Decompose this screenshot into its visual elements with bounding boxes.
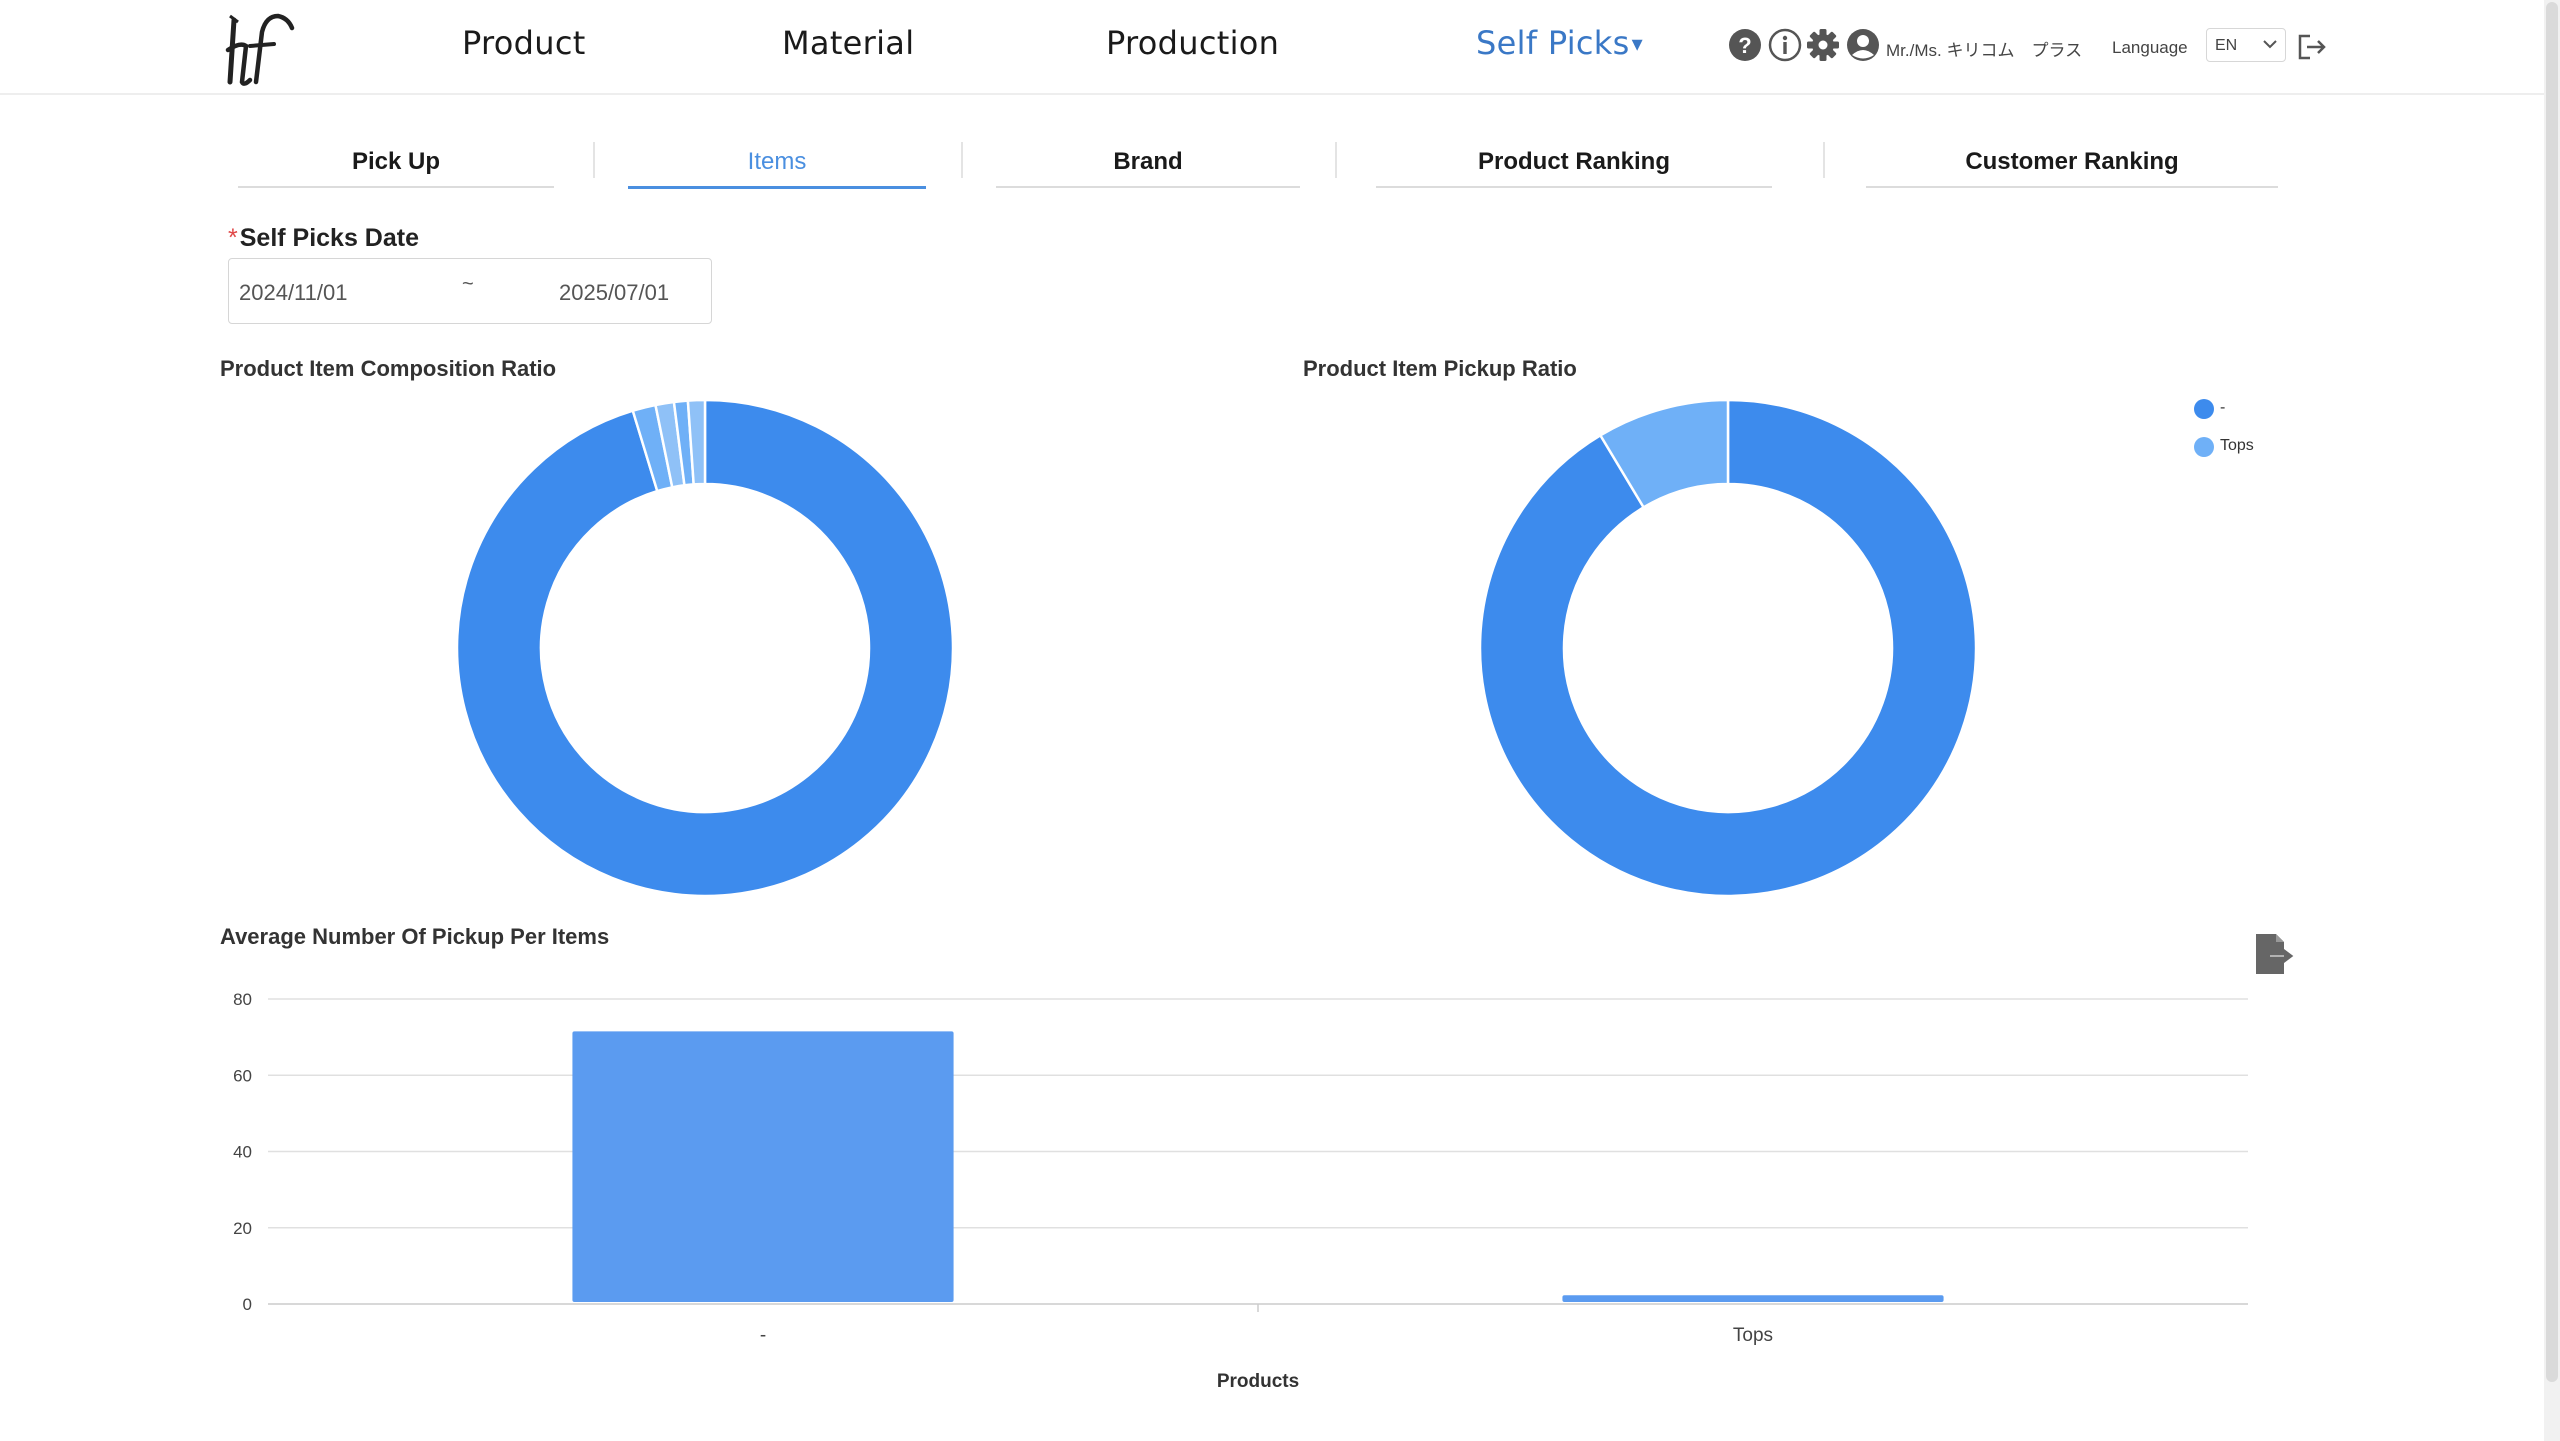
nav-self-picks[interactable]: Self Picks▾ xyxy=(1476,24,1643,62)
x-tick-label: - xyxy=(760,1325,766,1346)
tab-divider xyxy=(593,142,595,178)
legend-swatch xyxy=(2194,399,2214,419)
logout-icon[interactable] xyxy=(2296,32,2328,62)
date-range-separator: ~ xyxy=(462,273,474,295)
self-picks-date-label-text: Self Picks Date xyxy=(239,224,419,252)
nav-self-picks-label: Self Picks xyxy=(1476,24,1630,62)
y-tick-label: 40 xyxy=(233,1143,252,1162)
y-tick-label: 80 xyxy=(233,990,252,1009)
average-pickup-bar-chart: 0 20 40 60 80 - Tops Products xyxy=(233,990,2248,1392)
y-tick-label: 20 xyxy=(233,1219,252,1238)
bar[interactable] xyxy=(1562,1295,1944,1302)
y-tick-label: 60 xyxy=(233,1066,252,1085)
donut-slice[interactable] xyxy=(455,398,955,898)
tab-divider xyxy=(961,142,963,178)
pickup-ratio-chart-title: Product Item Pickup Ratio xyxy=(1303,356,1577,381)
gear-icon[interactable] xyxy=(1806,28,1840,62)
top-navigation-bar: Product Material Production Self Picks▾ … xyxy=(0,0,2544,95)
donut-slice[interactable] xyxy=(686,398,707,486)
user-icon[interactable] xyxy=(1846,28,1880,62)
help-icon[interactable]: ? xyxy=(1728,28,1762,62)
tab-brand[interactable]: Brand xyxy=(996,148,1300,188)
legend-label: Tops xyxy=(2220,437,2254,454)
user-name: Mr./Ms. キリコム プラス xyxy=(1886,41,2083,60)
caret-down-icon: ▾ xyxy=(1631,32,1643,57)
x-tick-label: Tops xyxy=(1733,1325,1773,1346)
legend-swatch xyxy=(2194,437,2214,457)
info-icon[interactable] xyxy=(1768,28,1802,62)
scrollbar-track[interactable] xyxy=(2544,0,2560,1441)
tab-customer-ranking[interactable]: Customer Ranking xyxy=(1866,148,2278,188)
export-file-icon[interactable] xyxy=(2252,932,2296,976)
tab-divider xyxy=(1335,142,1337,178)
average-pickup-chart-title: Average Number Of Pickup Per Items xyxy=(220,924,610,949)
y-tick-label: 0 xyxy=(243,1295,252,1314)
start-date-input[interactable]: 2024/11/01 xyxy=(239,280,348,305)
bar[interactable] xyxy=(572,1031,954,1302)
pickup-ratio-donut-chart xyxy=(1478,398,1978,898)
tab-product-ranking[interactable]: Product Ranking xyxy=(1376,148,1772,188)
svg-text:?: ? xyxy=(1738,33,1751,58)
end-date-input[interactable]: 2025/07/01 xyxy=(559,280,670,305)
composition-donut-chart xyxy=(455,398,955,898)
nav-material[interactable]: Material xyxy=(782,24,915,62)
donut-slice[interactable] xyxy=(1478,398,1978,898)
language-value: EN xyxy=(2215,37,2238,54)
language-label: Language xyxy=(2112,38,2188,57)
self-picks-date-label: *Self Picks Date xyxy=(228,224,419,253)
donut-slice[interactable] xyxy=(1598,398,1730,510)
legend-label: - xyxy=(2220,399,2226,416)
tab-items[interactable]: Items xyxy=(628,148,926,189)
brand-logo[interactable] xyxy=(220,6,300,86)
composition-chart-title: Product Item Composition Ratio xyxy=(220,356,557,381)
language-select[interactable]: EN xyxy=(2206,28,2286,62)
tab-pick-up[interactable]: Pick Up xyxy=(238,148,554,188)
date-range-picker[interactable]: 2024/11/01 ~ 2025/07/01 xyxy=(228,258,712,324)
required-mark: * xyxy=(228,224,238,252)
nav-production[interactable]: Production xyxy=(1106,24,1280,62)
nav-product[interactable]: Product xyxy=(462,24,586,62)
chevron-down-icon xyxy=(2263,40,2277,49)
scrollbar-thumb[interactable] xyxy=(2546,2,2558,1382)
x-axis-label: Products xyxy=(1217,1371,1299,1392)
tab-divider xyxy=(1823,142,1825,178)
